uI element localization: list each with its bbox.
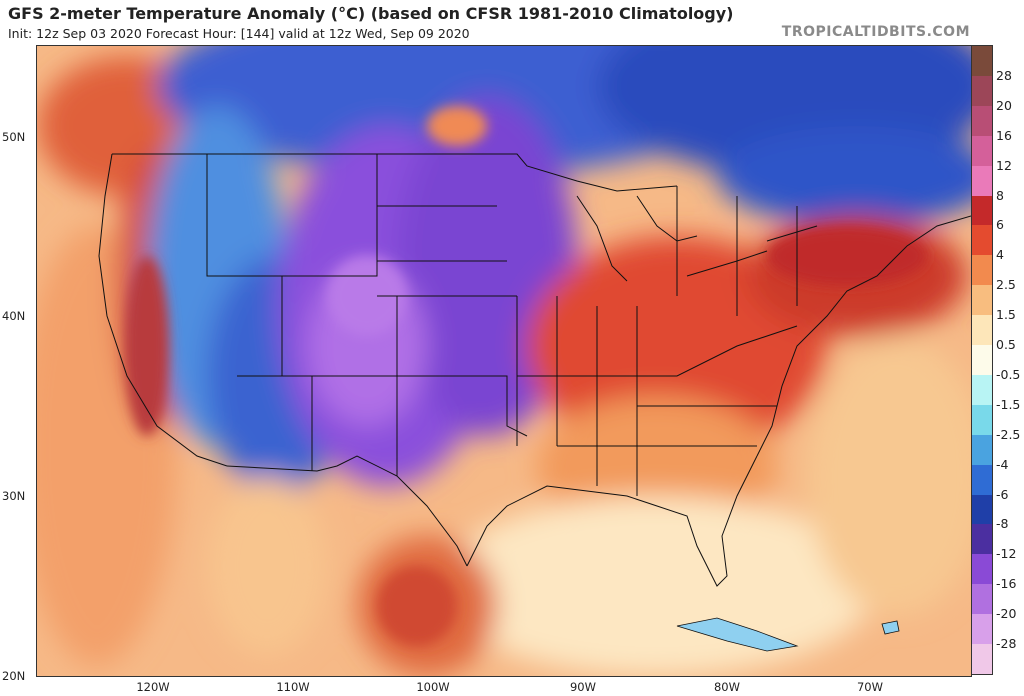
colorbar-tick-label: 20: [996, 97, 1012, 113]
colorbar-tick-label: 8: [996, 187, 1004, 203]
map-subtitle: Init: 12z Sep 03 2020 Forecast Hour: [14…: [8, 26, 470, 41]
west-coast: [98, 153, 228, 467]
colorbar-segment: [972, 584, 992, 615]
colorbar-tick-label: -12: [996, 546, 1017, 562]
boundaries: [98, 153, 971, 587]
state-lines-ne: [676, 186, 798, 316]
colorbar-tick-label: -20: [996, 606, 1017, 622]
colorbar-segment: [972, 225, 992, 256]
colorbar-tick-label: 6: [996, 217, 1004, 233]
lon-label-110w: 110W: [276, 680, 310, 694]
state-lines-plains: [377, 205, 517, 297]
colorbar-segment: [972, 494, 992, 525]
colorbar-tick-label: 0.5: [996, 337, 1016, 353]
lat-label-20n: 20N: [2, 669, 26, 683]
lake-michigan: [576, 195, 628, 282]
colorbar-segment: [972, 644, 992, 675]
colorbar-segment: [972, 614, 992, 645]
anomaly-field: [37, 46, 971, 676]
colorbar-tick-label: 28: [996, 67, 1012, 83]
colorbar-tick-label: 16: [996, 127, 1012, 143]
colorbar-segment: [972, 374, 992, 406]
colorbar-tick-label: -2.5: [996, 426, 1021, 442]
cuba-island: [676, 617, 799, 652]
colorbar-segment: [972, 345, 992, 376]
caribbean-islands: [676, 617, 900, 652]
colorbar-tick-label: -6: [996, 486, 1009, 502]
colorbar-tick-label: -28: [996, 636, 1017, 652]
colorbar-tick-label: 4: [996, 247, 1004, 263]
colorbar-segment: [972, 105, 992, 137]
hispaniola-island: [881, 620, 900, 635]
us-mexico-border: [226, 455, 468, 567]
colorbar-segment: [972, 135, 992, 167]
lat-label-30n: 30N: [2, 489, 26, 503]
colorbar-tick-label: 1.5: [996, 307, 1016, 323]
colorbar-segment: [972, 255, 992, 286]
lon-label-90w: 90W: [569, 680, 596, 694]
colorbar-tick-label: -8: [996, 516, 1009, 532]
lon-label-80w: 80W: [713, 680, 740, 694]
map-title: GFS 2-meter Temperature Anomaly (°C) (ba…: [8, 4, 734, 23]
colorbar: [971, 45, 993, 675]
gulf-coast: [466, 455, 758, 587]
colorbar-segment: [972, 285, 992, 316]
state-lines-east: [517, 325, 798, 447]
colorbar-segment: [972, 464, 992, 496]
lon-label-70w: 70W: [856, 680, 883, 694]
lat-label-50n: 50N: [2, 130, 26, 144]
site-credit: TROPICALTIDBITS.COM: [781, 24, 970, 40]
lat-label-40n: 40N: [2, 309, 26, 323]
colorbar-segment: [972, 165, 992, 196]
us-canada-border: [112, 153, 678, 192]
lake-huron: [636, 195, 698, 242]
colorbar-tick-label: 12: [996, 157, 1012, 173]
colorbar-tick-label: -1.5: [996, 396, 1021, 412]
colorbar-tick-label: -16: [996, 576, 1017, 592]
colorbar-segment: [972, 554, 992, 585]
colorbar-tick-label: -4: [996, 456, 1009, 472]
map-canvas: [37, 46, 971, 676]
colorbar-segment: [972, 404, 992, 436]
state-lines-mountain: [282, 154, 378, 277]
lake-ontario: [766, 225, 818, 242]
colorbar-segment: [972, 75, 992, 107]
colorbar-tick-label: -0.5: [996, 366, 1021, 382]
colorbar-segment: [972, 434, 992, 466]
lon-label-120w: 120W: [136, 680, 170, 694]
colorbar-segment: [972, 46, 992, 77]
colorbar-segment: [972, 524, 992, 555]
colorbar-segment: [972, 315, 992, 346]
anomaly-detail: [125, 106, 927, 646]
colorbar-tick-label: 2.5: [996, 277, 1016, 293]
temperature-anomaly-map: [36, 45, 972, 677]
colorbar-segment: [972, 195, 992, 226]
lon-label-100w: 100W: [416, 680, 450, 694]
